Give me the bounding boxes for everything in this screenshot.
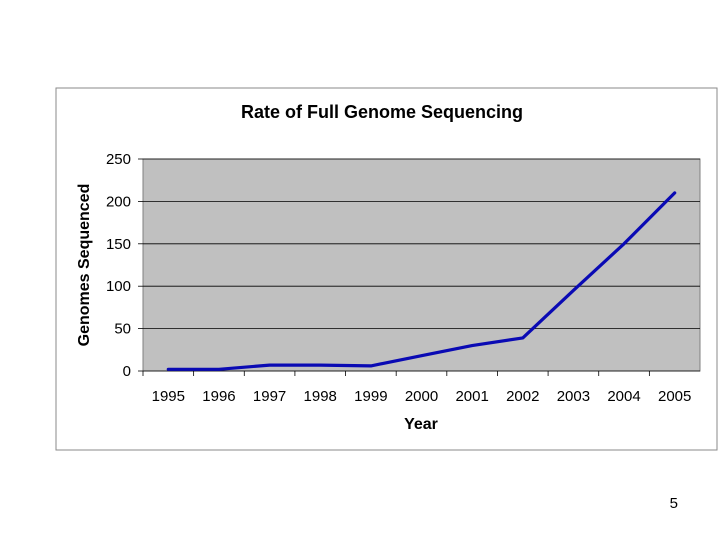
x-tick-label: 1999 [354, 388, 387, 405]
x-tick-label: 2000 [405, 388, 438, 405]
x-axis-label: Year [404, 416, 438, 433]
x-tick-labels: 1995 1996 1997 1998 1999 2000 2001 2002 2003 2004… [152, 388, 692, 405]
y-tick-label: 250 [106, 151, 131, 168]
y-axis-label: Genomes Sequenced [76, 184, 93, 347]
y-tick-label: 100 [106, 278, 131, 295]
y-tick-label: 150 [106, 236, 131, 253]
plot-area [142, 158, 701, 372]
x-tick-label: 2002 [506, 388, 539, 405]
chart-title: Rate of Full Genome Sequencing [241, 102, 523, 122]
x-tick-label: 2001 [455, 388, 488, 405]
y-tick-label: 0 [123, 363, 131, 380]
x-tick-label: 1995 [152, 388, 185, 405]
y-tick-label: 200 [106, 193, 131, 210]
x-tick-label: 2005 [658, 388, 691, 405]
y-tick-labels: 0 50 100 150 200 250 [106, 151, 131, 380]
x-tick-label: 2004 [607, 388, 640, 405]
series-lines [166, 191, 677, 371]
y-tick-label: 50 [114, 321, 131, 338]
x-tick-label: 1997 [253, 388, 286, 405]
x-tick-label: 1996 [202, 388, 235, 405]
x-tick-label: 1998 [304, 388, 337, 405]
page-number: 5 [669, 495, 678, 512]
gridlines [138, 158, 700, 376]
x-tick-label: 2003 [557, 388, 590, 405]
